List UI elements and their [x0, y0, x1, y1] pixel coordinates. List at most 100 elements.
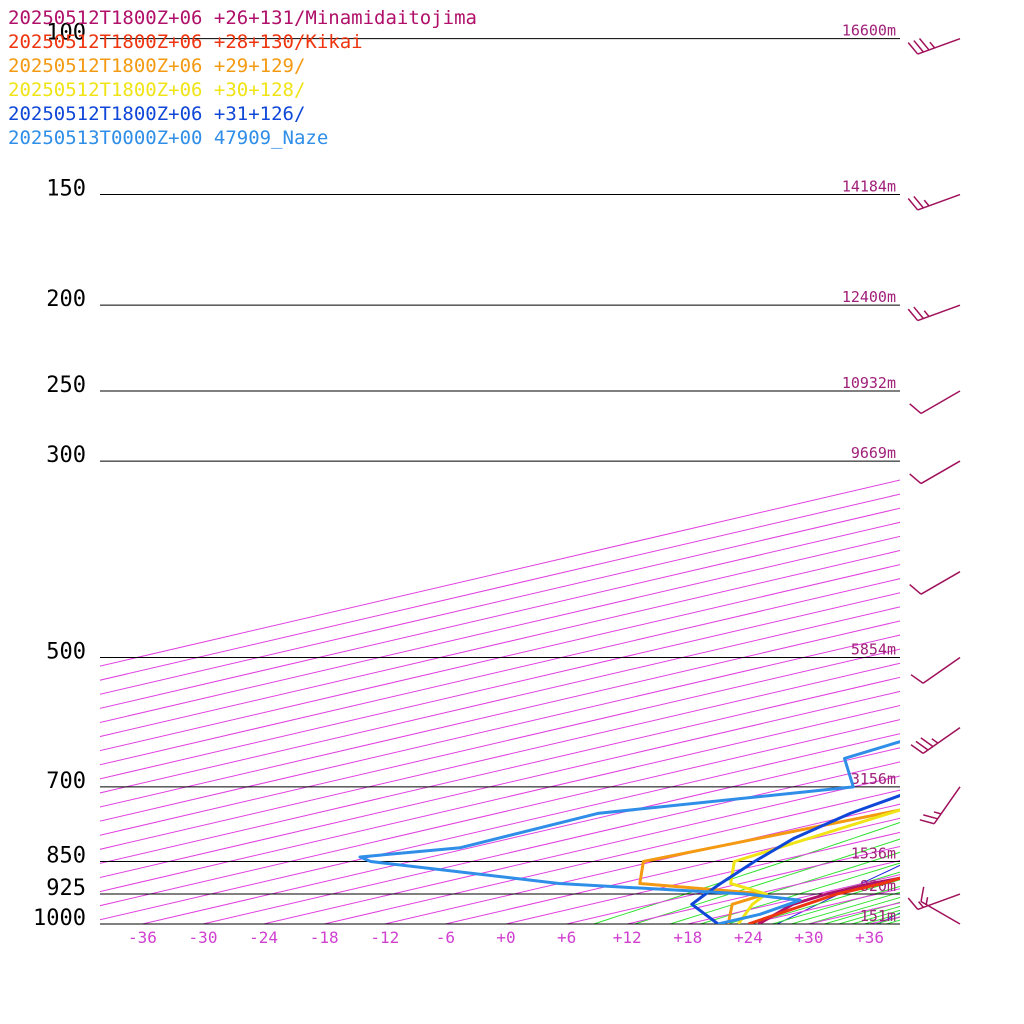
isotherm — [100, 620, 900, 808]
temperature-tick: +30 — [795, 928, 824, 947]
wind-barb — [907, 193, 961, 211]
isotherm — [566, 845, 900, 924]
height-label: 10932m — [842, 374, 896, 392]
moist-adiabat — [836, 905, 900, 924]
wind-barb-flag — [910, 674, 924, 684]
wind-barb-staff — [920, 460, 961, 485]
moist-adiabat — [806, 896, 900, 924]
temperature-tick: -24 — [249, 928, 278, 947]
pressure-label: 500 — [46, 640, 86, 665]
height-label: 9669m — [851, 444, 896, 462]
isotherm — [263, 775, 900, 924]
pressure-label: 1000 — [33, 906, 86, 931]
moist-adiabat — [789, 891, 900, 924]
wind-barb-half-flag — [925, 897, 929, 905]
isotherm — [445, 817, 900, 924]
moist-adiabat — [884, 919, 900, 924]
profile-line — [358, 740, 900, 924]
wind-barb — [910, 726, 961, 755]
wind-barb-staff — [922, 656, 961, 684]
temperature-tick: -6 — [436, 928, 455, 947]
wind-barb-flag — [920, 886, 925, 902]
temperature-tick: -18 — [310, 928, 339, 947]
wind-barbs — [907, 37, 961, 925]
height-label: 1536m — [851, 845, 896, 863]
isotherm — [100, 662, 900, 850]
wind-barb-half-flag — [918, 901, 924, 908]
isotherm — [100, 690, 900, 879]
isotherm — [100, 549, 900, 738]
legend-entry: 20250512T1800Z+06 +28+130/Kikai — [8, 31, 363, 53]
temperature-tick: +18 — [673, 928, 702, 947]
wind-barb-staff — [917, 304, 961, 322]
isotherm — [324, 789, 900, 924]
wind-barb-staff — [920, 900, 961, 925]
wind-barb — [910, 656, 961, 684]
wind-barb-staff — [933, 786, 961, 825]
moist-adiabat — [850, 909, 900, 924]
legend-entry: 20250512T1800Z+06 +31+126/ — [8, 103, 305, 125]
wind-barb-flag — [920, 737, 934, 748]
moist-adiabat — [873, 916, 900, 924]
legend-entry: 20250512T1800Z+06 +26+131/Minamidaitojim… — [8, 7, 477, 29]
pressure-label: 100 — [46, 21, 86, 46]
isotherms — [100, 479, 900, 924]
wind-barb-half-flag — [923, 310, 930, 317]
height-label: 12400m — [842, 288, 896, 306]
moist-adiabat — [822, 901, 900, 924]
wind-barb — [907, 893, 961, 911]
profile-line — [638, 808, 900, 924]
dry-adiabat — [944, 39, 1024, 943]
wind-barb-flag — [919, 819, 935, 825]
wind-barb-half-flag — [933, 811, 942, 815]
temperature-tick: +0 — [496, 928, 515, 947]
isotherm — [100, 634, 900, 822]
pressure-label: 250 — [46, 373, 86, 398]
wind-barb-staff — [920, 571, 961, 595]
isotherm — [808, 902, 900, 924]
isotherm — [505, 831, 900, 924]
height-label: 14184m — [842, 178, 896, 196]
adiabats — [592, 39, 1024, 943]
wind-barb-flag — [910, 744, 924, 755]
moist-adiabat — [668, 851, 900, 924]
wind-barb-half-flag — [923, 199, 930, 207]
wind-barb-flag — [915, 740, 929, 751]
pressure-label: 850 — [46, 844, 86, 869]
wind-barb-staff — [917, 37, 961, 55]
isotherm — [384, 803, 900, 924]
wind-barb — [909, 571, 961, 595]
isotherm — [100, 606, 900, 794]
wind-barb-staff — [922, 726, 961, 755]
wind-barb-half-flag — [929, 41, 936, 49]
temperature-tick: -36 — [128, 928, 157, 947]
moist-adiabat — [698, 862, 900, 924]
wind-barb-flag — [907, 198, 919, 211]
temperature-tick: -30 — [189, 928, 218, 947]
profile-line — [690, 793, 900, 924]
temperature-tick: +24 — [734, 928, 763, 947]
wind-barb-flag — [913, 195, 924, 209]
wind-barb-flag — [909, 583, 922, 595]
pressure-label: 150 — [46, 177, 86, 202]
moist-adiabat — [592, 821, 900, 924]
temperature-tick: +6 — [557, 928, 576, 947]
wind-barb — [909, 390, 961, 415]
isotherm — [100, 676, 900, 864]
profile-line — [729, 808, 900, 924]
wind-barb-staff — [917, 193, 961, 211]
dry-adiabat — [776, 864, 900, 924]
temperature-tick: -12 — [370, 928, 399, 947]
pressure-label: 925 — [46, 876, 86, 901]
wind-barb — [919, 786, 961, 825]
temperature-ticks: -36 -30 -24 -18 -12 -6 +0 +6 +12 +18 +24 +30 +36 — [128, 928, 884, 947]
moist-adiabat — [862, 913, 900, 924]
wind-barb-flag — [913, 306, 924, 319]
wind-barb-flag — [913, 40, 924, 53]
wind-barb-flag — [923, 814, 938, 820]
pressure-label: 200 — [46, 287, 86, 312]
wind-barb-staff — [917, 893, 961, 911]
height-label: 5854m — [851, 641, 896, 659]
isotherm — [100, 719, 900, 907]
